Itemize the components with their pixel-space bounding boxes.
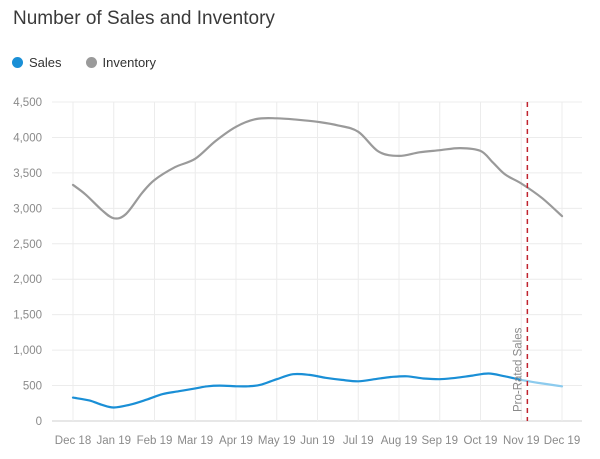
x-tick-label: Jun 19 — [300, 435, 335, 447]
axis-layer: 0 500 1,000 1,500 2,000 2,500 3,000 3,500 4,000 4… — [13, 97, 580, 447]
x-tick-label: Apr 19 — [219, 435, 253, 447]
x-tick-label: Sep 19 — [422, 435, 458, 447]
y-tick-label: 3,500 — [13, 168, 42, 180]
y-tick-label: 2,000 — [13, 274, 42, 286]
series-layer — [71, 116, 564, 409]
x-tick-label: Jul 19 — [343, 435, 374, 447]
x-tick-label: Dec 19 — [544, 435, 580, 447]
y-tick-label: 4,500 — [13, 97, 42, 109]
x-tick-label: Mar 19 — [177, 435, 213, 447]
y-tick-label: 1,500 — [13, 310, 42, 322]
chart-title: Number of Sales and Inventory — [13, 8, 275, 29]
x-tick-label: Nov 19 — [503, 435, 539, 447]
y-tick-label: 500 — [23, 381, 42, 393]
y-tick-label: 0 — [36, 416, 42, 428]
x-tick-label: Feb 19 — [137, 435, 173, 447]
x-tick-label: May 19 — [258, 435, 296, 447]
series-line-sales-pro-rated — [520, 378, 564, 388]
legend-item-sales[interactable]: Sales — [12, 55, 62, 70]
x-tick-label: Jan 19 — [96, 435, 131, 447]
pro-rated-label: Pro-Rated Sales — [512, 327, 524, 412]
series-line-sales — [71, 372, 523, 409]
legend-item-inventory[interactable]: Inventory — [85, 55, 157, 70]
chart-legend: Sales Inventory — [12, 55, 180, 70]
y-tick-label: 2,500 — [13, 239, 42, 251]
annotation-layer: Pro-Rated Sales — [512, 102, 529, 421]
x-tick-label: Oct 19 — [464, 435, 498, 447]
y-tick-label: 4,000 — [13, 132, 42, 144]
x-tick-label: Aug 19 — [381, 435, 417, 447]
legend-inventory-label: Inventory — [102, 55, 157, 70]
y-tick-label: 3,000 — [13, 203, 42, 215]
legend-sales-label: Sales — [29, 55, 62, 70]
grid-layer — [52, 101, 582, 422]
legend-inventory-dot — [85, 57, 97, 68]
series-line-inventory — [71, 116, 564, 220]
y-tick-label: 1,000 — [13, 345, 42, 357]
legend-sales-dot — [12, 57, 23, 68]
x-tick-label: Dec 18 — [55, 435, 91, 447]
